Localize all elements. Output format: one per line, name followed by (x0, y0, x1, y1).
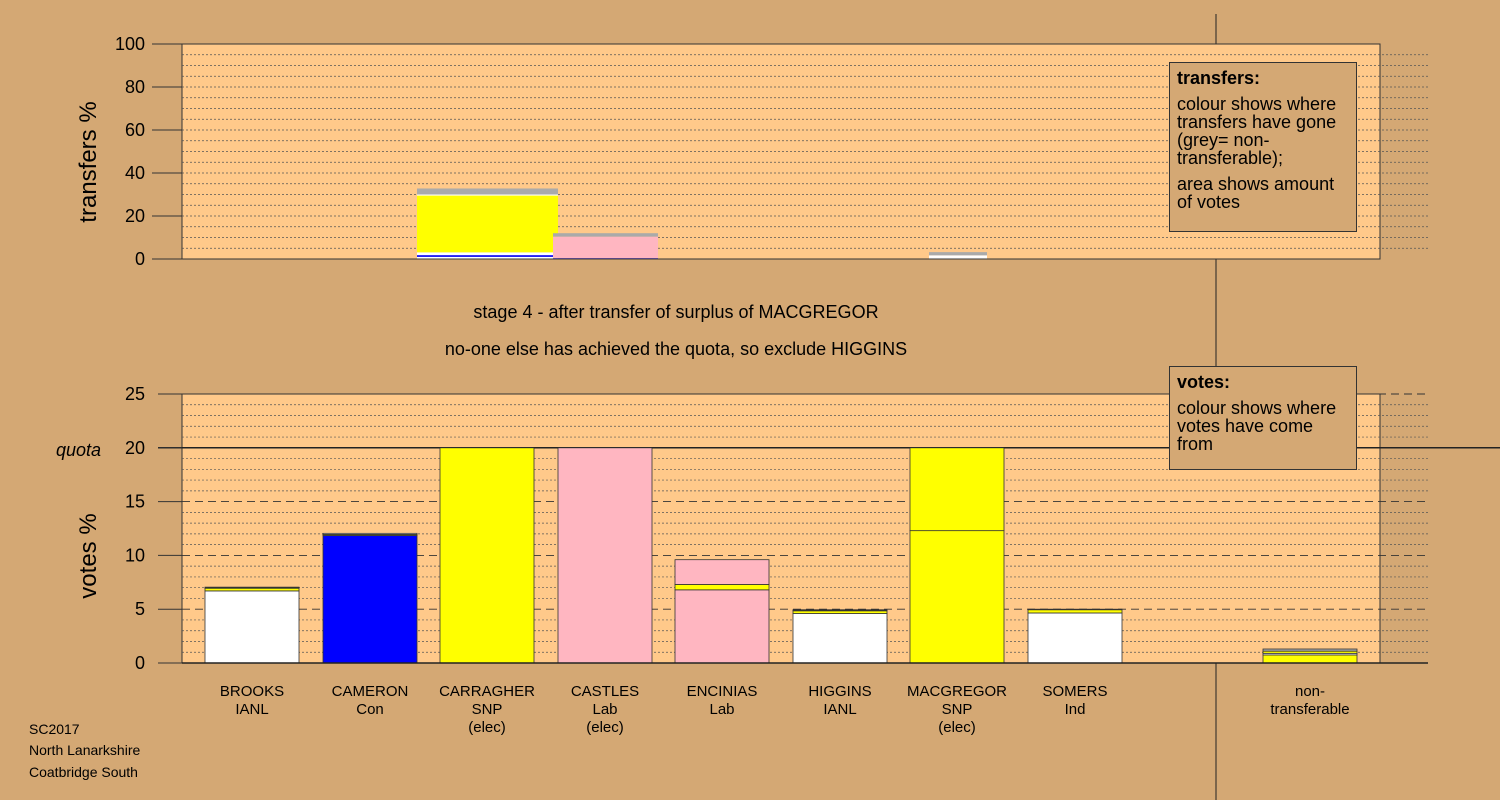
vote-bar-segment (792, 613, 888, 664)
transfers-legend-title: transfers: (1177, 68, 1261, 88)
vote-bar-segment (322, 535, 418, 664)
vote-bar-segment (439, 447, 535, 664)
exclusion-message: no-one else has achieved the quota, so e… (445, 339, 907, 359)
stage-message: stage 4 - after transfer of surplus of M… (473, 302, 878, 322)
votes-legend-title: votes: (1177, 372, 1231, 392)
transfer-segment (417, 188, 558, 195)
transfers-tick-label: 0 (135, 249, 145, 269)
vote-bar-segment (909, 447, 1005, 532)
transfers-tick-label: 60 (125, 120, 145, 140)
transfer-segment (417, 256, 558, 259)
transfer-segment (553, 233, 658, 237)
nontransferable-bar-segment (1262, 654, 1358, 664)
vote-bar-segment (674, 589, 770, 664)
candidate-label: (elec) (938, 719, 976, 736)
vote-bar-segment (674, 559, 770, 585)
transfers-tick-label: 100 (115, 34, 145, 54)
vote-bar-segment (909, 530, 1005, 664)
transfer-segment (929, 257, 987, 259)
transfers-legend: transfers: colour shows where transfers … (1169, 62, 1357, 232)
vote-bar-segment (674, 584, 770, 591)
candidate-label: SNP (942, 701, 973, 718)
footer-election: SC2017 (29, 721, 80, 737)
vote-bar-segment (557, 447, 653, 664)
votes-tick-label: 5 (135, 599, 145, 619)
transfer-segment (417, 255, 558, 257)
quota-label: quota (56, 440, 101, 460)
vote-bar-segment (322, 532, 418, 535)
vote-bar-segment (1027, 612, 1123, 664)
candidate-label: IANL (823, 701, 856, 718)
transfers-tick-label: 20 (125, 206, 145, 226)
candidate-label: CAMERON (332, 683, 409, 700)
votes-tick-label: 15 (125, 492, 145, 512)
vote-bar-segment (792, 609, 888, 611)
votes-y-ticks: 0 5 10 15 20 25 (125, 384, 182, 673)
candidate-label: Lab (709, 701, 734, 718)
candidate-label: HIGGINS (808, 683, 871, 700)
votes-y-axis-label: votes % (75, 513, 102, 598)
votes-legend: votes: colour shows where votes have com… (1169, 366, 1357, 470)
footer-ward: Coatbridge South (29, 764, 138, 780)
transfers-legend-line-1: colour shows where transfers have gone (… (1177, 94, 1337, 168)
candidate-label: (elec) (586, 719, 624, 736)
vote-bar-segment (1027, 609, 1123, 614)
vote-bar-segment (204, 590, 300, 664)
candidate-label: MACGREGOR (907, 683, 1007, 700)
vote-bar-segment (204, 586, 300, 589)
candidate-label: CASTLES (571, 683, 639, 700)
candidate-label: SNP (472, 701, 503, 718)
transfer-segment (929, 255, 987, 258)
votes-bars (182, 447, 1428, 664)
candidate-label: SOMERS (1042, 683, 1107, 700)
transfers-tick-label: 80 (125, 77, 145, 97)
nontransferable-label: transferable (1270, 701, 1349, 718)
nontransferable-label: non- (1295, 683, 1325, 700)
candidate-label: ENCINIAS (687, 683, 758, 700)
candidate-labels: BROOKSIANLCAMERONConCARRAGHERSNP(elec)CA… (220, 683, 1350, 736)
vote-bar-segment (204, 587, 300, 592)
candidate-label: (elec) (468, 719, 506, 736)
votes-tick-label: 0 (135, 653, 145, 673)
transfers-tick-label: 40 (125, 163, 145, 183)
votes-tick-label: 25 (125, 384, 145, 404)
vote-bar-segment (1027, 608, 1123, 611)
transfer-segment (417, 194, 558, 196)
candidate-label: Lab (592, 701, 617, 718)
votes-tick-label: 10 (125, 545, 145, 565)
vote-bar-segment (792, 610, 888, 614)
transfers-legend-line-2: area shows amount of votes (1177, 174, 1335, 212)
transfer-segment (417, 195, 558, 253)
nontransferable-bar-segment (1262, 648, 1358, 652)
votes-tick-label: 20 (125, 438, 145, 458)
candidate-label: BROOKS (220, 683, 284, 700)
footer-council: North Lanarkshire (29, 742, 140, 758)
transfers-y-ticks: 0 20 40 60 80 100 (115, 34, 182, 269)
candidate-label: CARRAGHER (439, 683, 535, 700)
candidate-label: Ind (1065, 701, 1086, 718)
transfer-segment (417, 252, 558, 256)
transfer-segment (553, 236, 658, 259)
transfer-segment (929, 252, 987, 256)
transfers-bars (182, 188, 1380, 260)
candidate-label: Con (356, 701, 384, 718)
candidate-label: IANL (235, 701, 268, 718)
transfers-y-axis-label: transfers % (75, 101, 102, 222)
votes-legend-line-1: colour shows where votes have come from (1177, 398, 1337, 454)
